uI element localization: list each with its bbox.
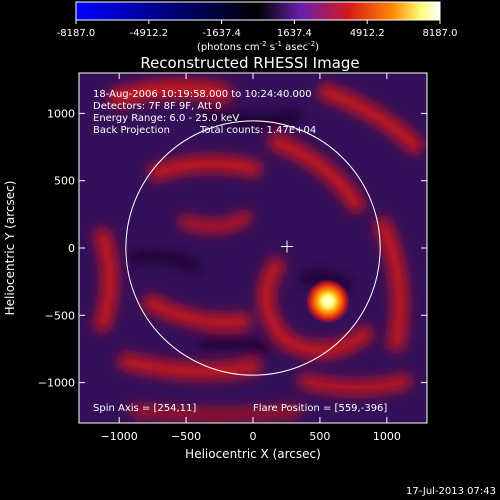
red-band-12 — [129, 404, 301, 421]
units-exp-0: -2 — [260, 40, 267, 48]
x-axis-label: Heliocentric X (arcsec) — [185, 447, 321, 461]
colorbar-gradient — [75, 1, 441, 21]
units-part-3: ) — [315, 42, 319, 53]
units-part-2: asec — [282, 42, 308, 53]
annotation-detectors: Detectors: 7F 8F 9F, Att 0 — [93, 101, 221, 112]
red-band-11 — [177, 209, 254, 233]
x-tick-label: 1000 — [373, 430, 401, 443]
red-band-10 — [298, 373, 413, 395]
colorbar-tick-label: 1637.4 — [277, 28, 312, 39]
red-band-5 — [92, 227, 118, 333]
y-axis-ticks: −1000 −500 0 500 1000 — [38, 107, 427, 390]
colorbar: -8187.0 -4912.2 -1637.4 1637.4 4912.2 8187.0 … — [57, 1, 458, 53]
red-band-7 — [258, 255, 376, 359]
units-part-1: s — [267, 42, 275, 53]
y-tick-label: 0 — [68, 242, 75, 255]
annotation-counts: Total counts: 1.47E+04 — [199, 125, 316, 136]
red-band-9 — [118, 352, 262, 380]
x-tick-label: −500 — [171, 430, 201, 443]
y-tick-label: −500 — [45, 309, 75, 322]
dark-band-3 — [298, 270, 355, 295]
annotation-flare-position: Flare Position = [559,-396] — [253, 403, 387, 414]
x-tick-label: −1000 — [101, 430, 138, 443]
y-axis-label: Heliocentric Y (arcsec) — [3, 181, 17, 316]
red-band-8 — [372, 216, 408, 352]
colorbar-tick-label: 8187.0 — [423, 28, 458, 39]
annotation-time: 18-Aug-2006 10:19:58.000 to 10:24:40.000 — [93, 89, 312, 100]
annotation-spin-axis: Spin Axis = [254,11] — [93, 403, 196, 414]
red-band-6 — [141, 292, 252, 331]
colorbar-tick-label: -1637.4 — [202, 28, 241, 39]
annotation-method: Back Projection — [93, 125, 170, 136]
dark-band-4 — [199, 337, 272, 356]
image-area — [79, 73, 427, 423]
units-exp-1: -1 — [275, 40, 282, 48]
units-exp-2: -2 — [308, 40, 315, 48]
red-band-2 — [317, 82, 426, 156]
solar-limb-circle — [125, 120, 381, 376]
red-band-4 — [267, 132, 367, 215]
units-part-0: (photons cm — [197, 42, 260, 53]
y-tick-label: 500 — [54, 175, 75, 188]
dark-band-2 — [128, 250, 204, 276]
flare-source — [305, 279, 350, 324]
footer-timestamp: 17-Jul-2013 07:43 — [406, 486, 496, 497]
y-tick-label: −1000 — [38, 377, 75, 390]
y-tick-label: 1000 — [47, 107, 75, 120]
red-band-1 — [107, 79, 233, 109]
colorbar-units: (photons cm-2 s-1 asec-2) — [197, 40, 319, 53]
annotation-energy: Energy Range: 6.0 - 25.0 keV — [93, 113, 239, 124]
spin-axis-marker — [280, 240, 293, 253]
colorbar-tick-label: -8187.0 — [57, 28, 96, 39]
chart-title: Reconstructed RHESSI Image — [140, 54, 359, 72]
x-tick-label: 0 — [250, 430, 257, 443]
colorbar-tick-label: 4912.2 — [350, 28, 385, 39]
x-tick-label: 500 — [309, 430, 330, 443]
image-texture — [92, 79, 426, 421]
red-band-3 — [147, 155, 262, 183]
colorbar-tick-label: -4912.2 — [129, 28, 168, 39]
colorbar-ticks: -8187.0 -4912.2 -1637.4 1637.4 4912.2 8187.0 — [57, 20, 458, 39]
x-axis-ticks: −1000 −500 0 500 1000 — [101, 73, 401, 443]
